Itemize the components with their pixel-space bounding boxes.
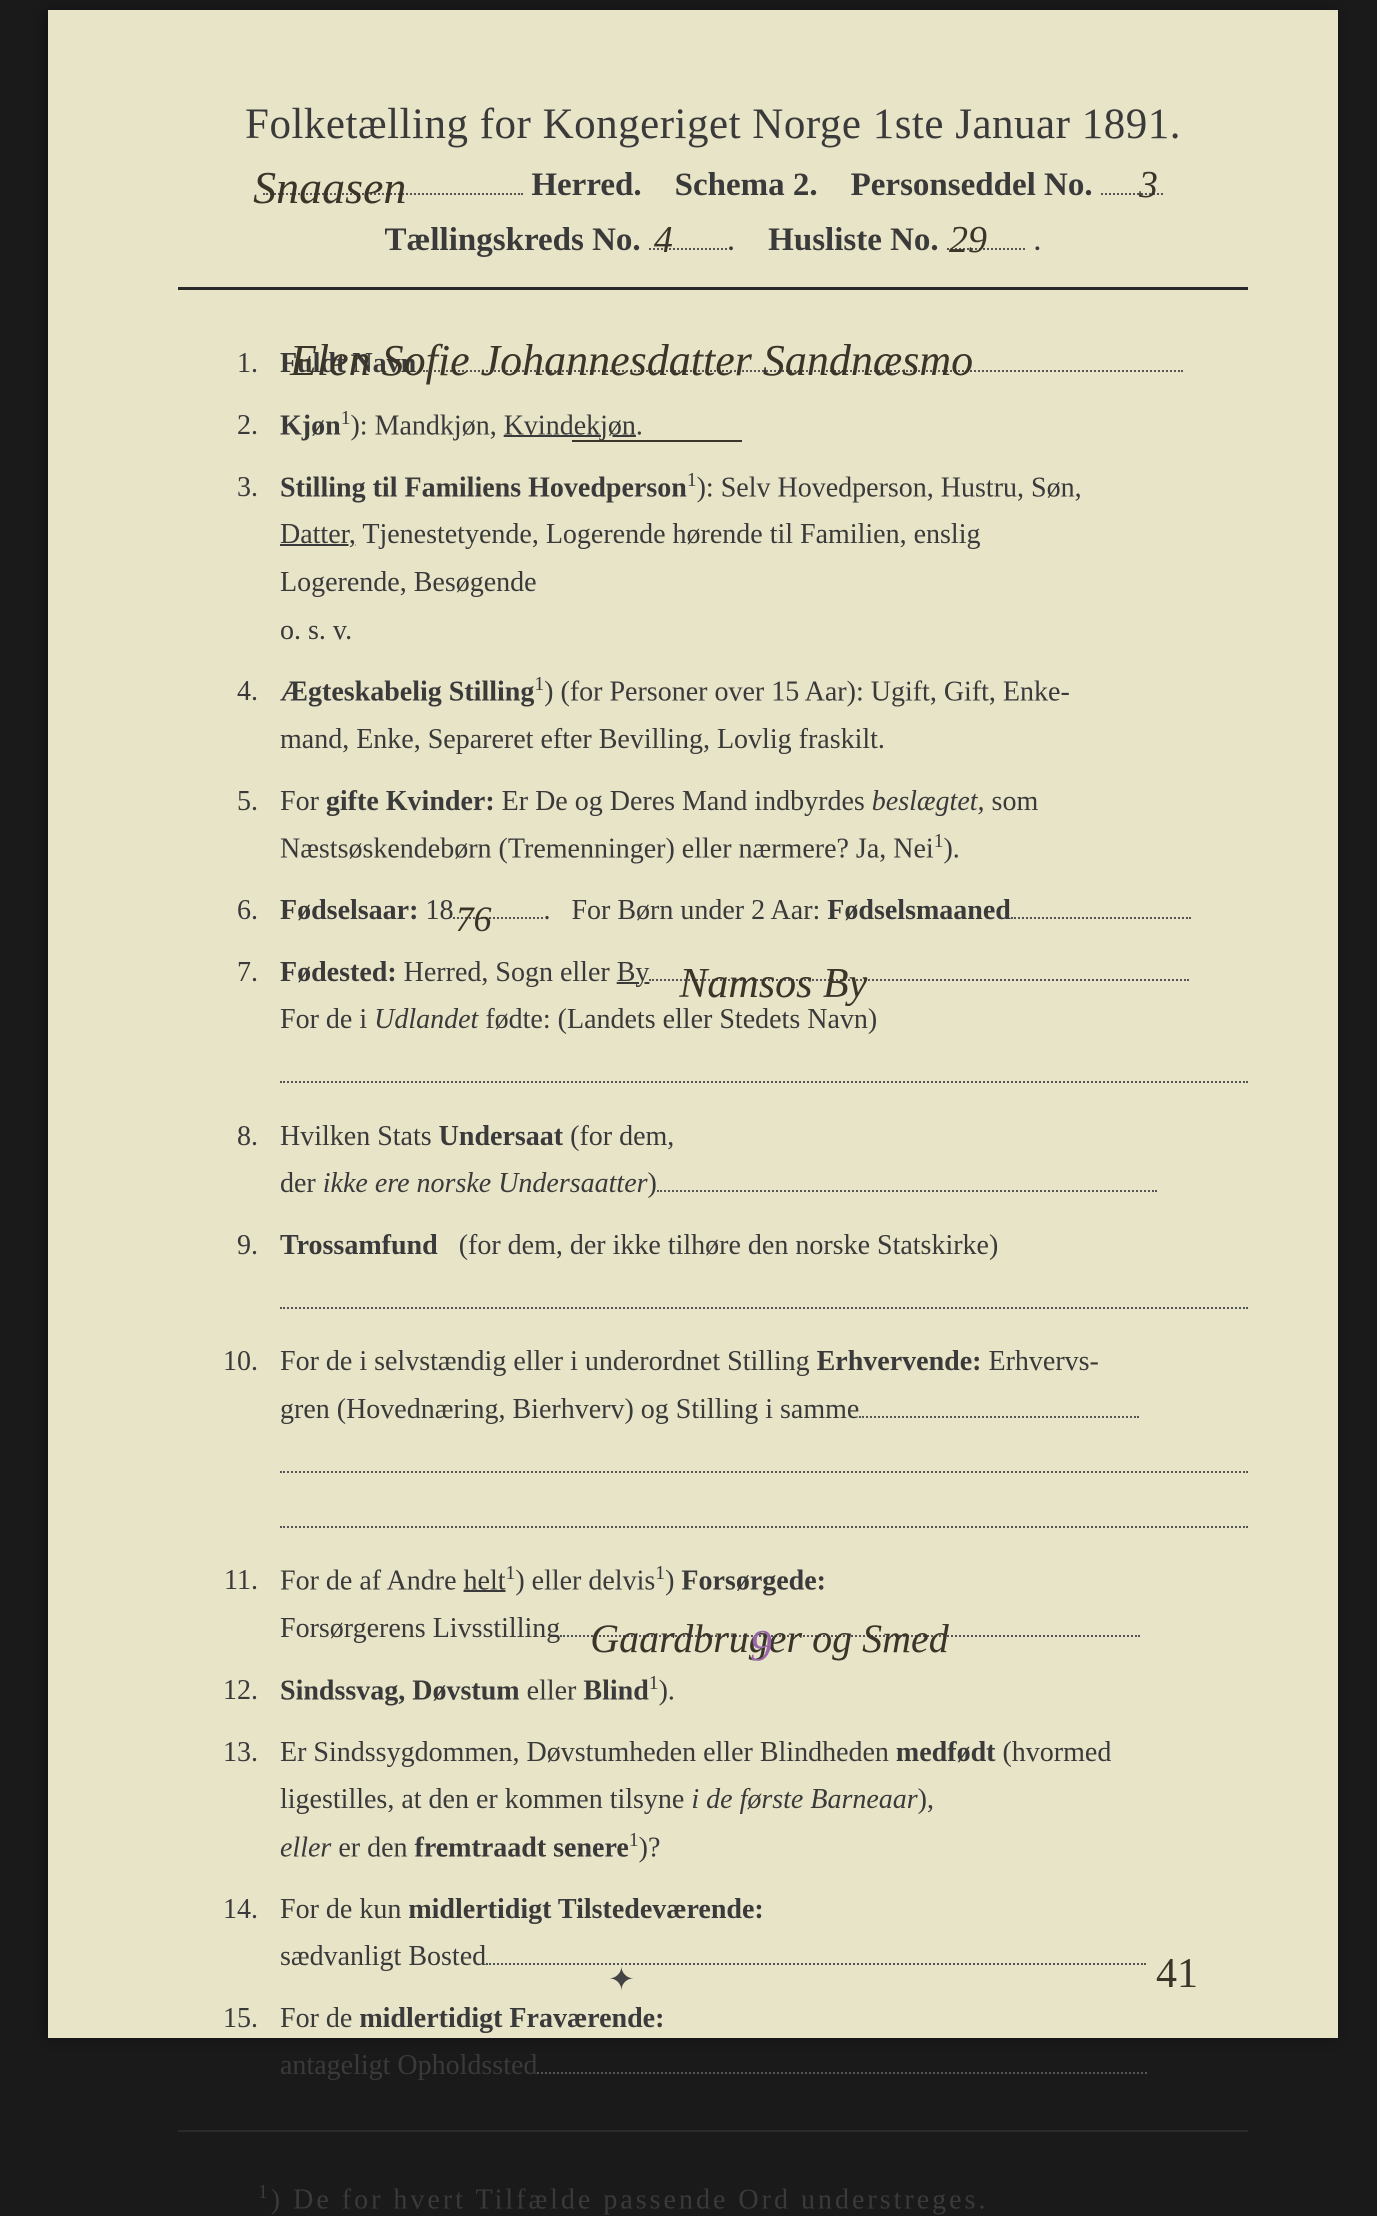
document-header: Folketælling for Kongeriget Norge 1ste J… <box>178 100 1248 259</box>
hw-underline <box>572 440 742 442</box>
row-1: 1. Fuldt Navn Elen Sofie Johannesdatter … <box>208 340 1248 388</box>
husliste-no: 29 <box>949 218 987 262</box>
row-13: 13. Er Sindssygdommen, Døvstumheden elle… <box>208 1729 1248 1872</box>
birth-year: 76 <box>455 889 491 950</box>
schema-label: Schema 2. <box>675 167 818 203</box>
row-2: 2. Kjøn1): Mandkjøn, Kvindekjøn. <box>208 402 1248 450</box>
header-title: Folketælling for Kongeriget Norge 1ste J… <box>178 100 1248 149</box>
row-9: 9. Trossamfund (for dem, der ikke tilhør… <box>208 1222 1248 1324</box>
page-mark: ✦ <box>608 1960 635 1998</box>
row-4: 4. Ægteskabelig Stilling1) (for Personer… <box>208 668 1248 764</box>
blank-line <box>280 1488 1248 1527</box>
row-10: 10. For de i selvstændig eller i underor… <box>208 1338 1248 1543</box>
selected-relation: Datter, <box>280 519 356 550</box>
row-num: 6. <box>208 887 280 935</box>
row-num: 1. <box>208 340 280 388</box>
header-line2: Snaasen Herred. Schema 2. Personseddel N… <box>178 167 1248 204</box>
row-num: 12. <box>208 1667 280 1715</box>
row-num: 7. <box>208 949 280 997</box>
blank-line <box>280 1270 1248 1309</box>
row-num: 8. <box>208 1113 280 1161</box>
row-num: 11. <box>208 1557 280 1605</box>
herred-label: Herred. <box>531 167 641 203</box>
row-content: Fuldt Navn Elen Sofie Johannesdatter San… <box>280 340 1248 388</box>
row-num: 4. <box>208 668 280 716</box>
row-num: 9. <box>208 1222 280 1270</box>
personseddel-label: Personseddel No. <box>851 167 1093 203</box>
row-num: 10. <box>208 1338 280 1386</box>
row-8: 8. Hvilken Stats Undersaat (for dem, der… <box>208 1113 1248 1208</box>
row-num: 14. <box>208 1886 280 1934</box>
selected-gender: Kvindekjøn <box>504 410 636 441</box>
footnote: 1) De for hvert Tilfælde passende Ord un… <box>178 2182 1248 2216</box>
row-7: 7. Fødested: Herred, Sogn eller By Namso… <box>208 949 1248 1099</box>
kreds-no: 4 <box>654 218 673 262</box>
row-num: 2. <box>208 402 280 450</box>
page-number: 41 <box>1156 1950 1198 1998</box>
personseddel-no: 3 <box>1139 163 1158 207</box>
blank-line <box>280 1044 1248 1083</box>
row-3: 3. Stilling til Familiens Hovedperson1):… <box>208 464 1248 655</box>
form-body: 1. Fuldt Navn Elen Sofie Johannesdatter … <box>178 340 1248 2090</box>
row-15: 15. For de midlertidigt Fraværende: anta… <box>208 1995 1248 2090</box>
row-12: 12. Sindssvag, Døvstum eller Blind1). <box>208 1667 1248 1715</box>
header-divider <box>178 287 1248 290</box>
row-num: 3. <box>208 464 280 512</box>
blank-line <box>280 1434 1248 1473</box>
footer-divider <box>178 2130 1248 2132</box>
row-6: 6. Fødselsaar: 18 76 . For Børn under 2 … <box>208 887 1248 935</box>
row-num: 5. <box>208 778 280 826</box>
kreds-label: Tællingskreds No. <box>385 222 641 258</box>
husliste-label: Husliste No. <box>768 222 939 258</box>
row-14: 14. For de kun midlertidigt Tilstedevære… <box>208 1886 1248 1981</box>
birthplace: Namsos By <box>679 949 867 1020</box>
row-5: 5. For gifte Kvinder: Er De og Deres Man… <box>208 778 1248 874</box>
row-num: 13. <box>208 1729 280 1777</box>
header-line3: Tællingskreds No. 4 . Husliste No. 29 . <box>178 222 1248 259</box>
full-name-value: Elen Sofie Johannesdatter Sandnæsmo <box>290 324 973 399</box>
census-document: Folketælling for Kongeriget Norge 1ste J… <box>48 10 1338 2038</box>
row-11: 11. For de af Andre helt1) eller delvis1… <box>208 1557 1248 1653</box>
row-num: 15. <box>208 1995 280 2043</box>
herred-value: Snaasen <box>253 161 406 214</box>
